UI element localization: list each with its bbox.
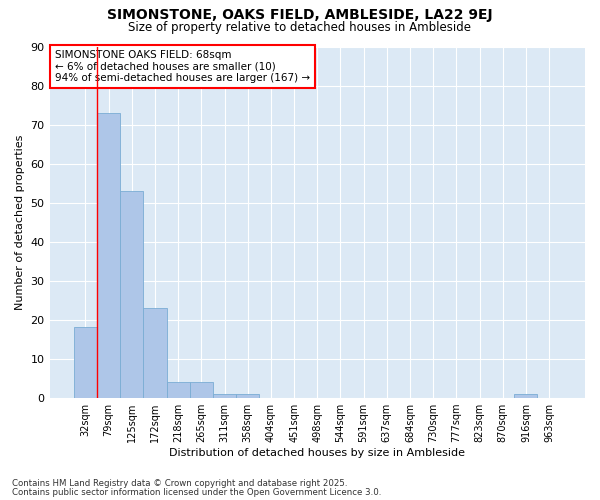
Text: Size of property relative to detached houses in Ambleside: Size of property relative to detached ho… xyxy=(128,21,472,34)
Bar xyxy=(74,328,97,398)
Text: Contains public sector information licensed under the Open Government Licence 3.: Contains public sector information licen… xyxy=(12,488,382,497)
Bar xyxy=(213,394,236,398)
Text: Contains HM Land Registry data © Crown copyright and database right 2025.: Contains HM Land Registry data © Crown c… xyxy=(12,479,347,488)
Text: SIMONSTONE OAKS FIELD: 68sqm
← 6% of detached houses are smaller (10)
94% of sem: SIMONSTONE OAKS FIELD: 68sqm ← 6% of det… xyxy=(55,50,310,83)
Bar xyxy=(143,308,167,398)
Bar xyxy=(167,382,190,398)
X-axis label: Distribution of detached houses by size in Ambleside: Distribution of detached houses by size … xyxy=(169,448,465,458)
Bar xyxy=(514,394,538,398)
Bar xyxy=(120,191,143,398)
Bar xyxy=(97,113,120,398)
Bar xyxy=(236,394,259,398)
Y-axis label: Number of detached properties: Number of detached properties xyxy=(15,134,25,310)
Text: SIMONSTONE, OAKS FIELD, AMBLESIDE, LA22 9EJ: SIMONSTONE, OAKS FIELD, AMBLESIDE, LA22 … xyxy=(107,8,493,22)
Bar xyxy=(190,382,213,398)
